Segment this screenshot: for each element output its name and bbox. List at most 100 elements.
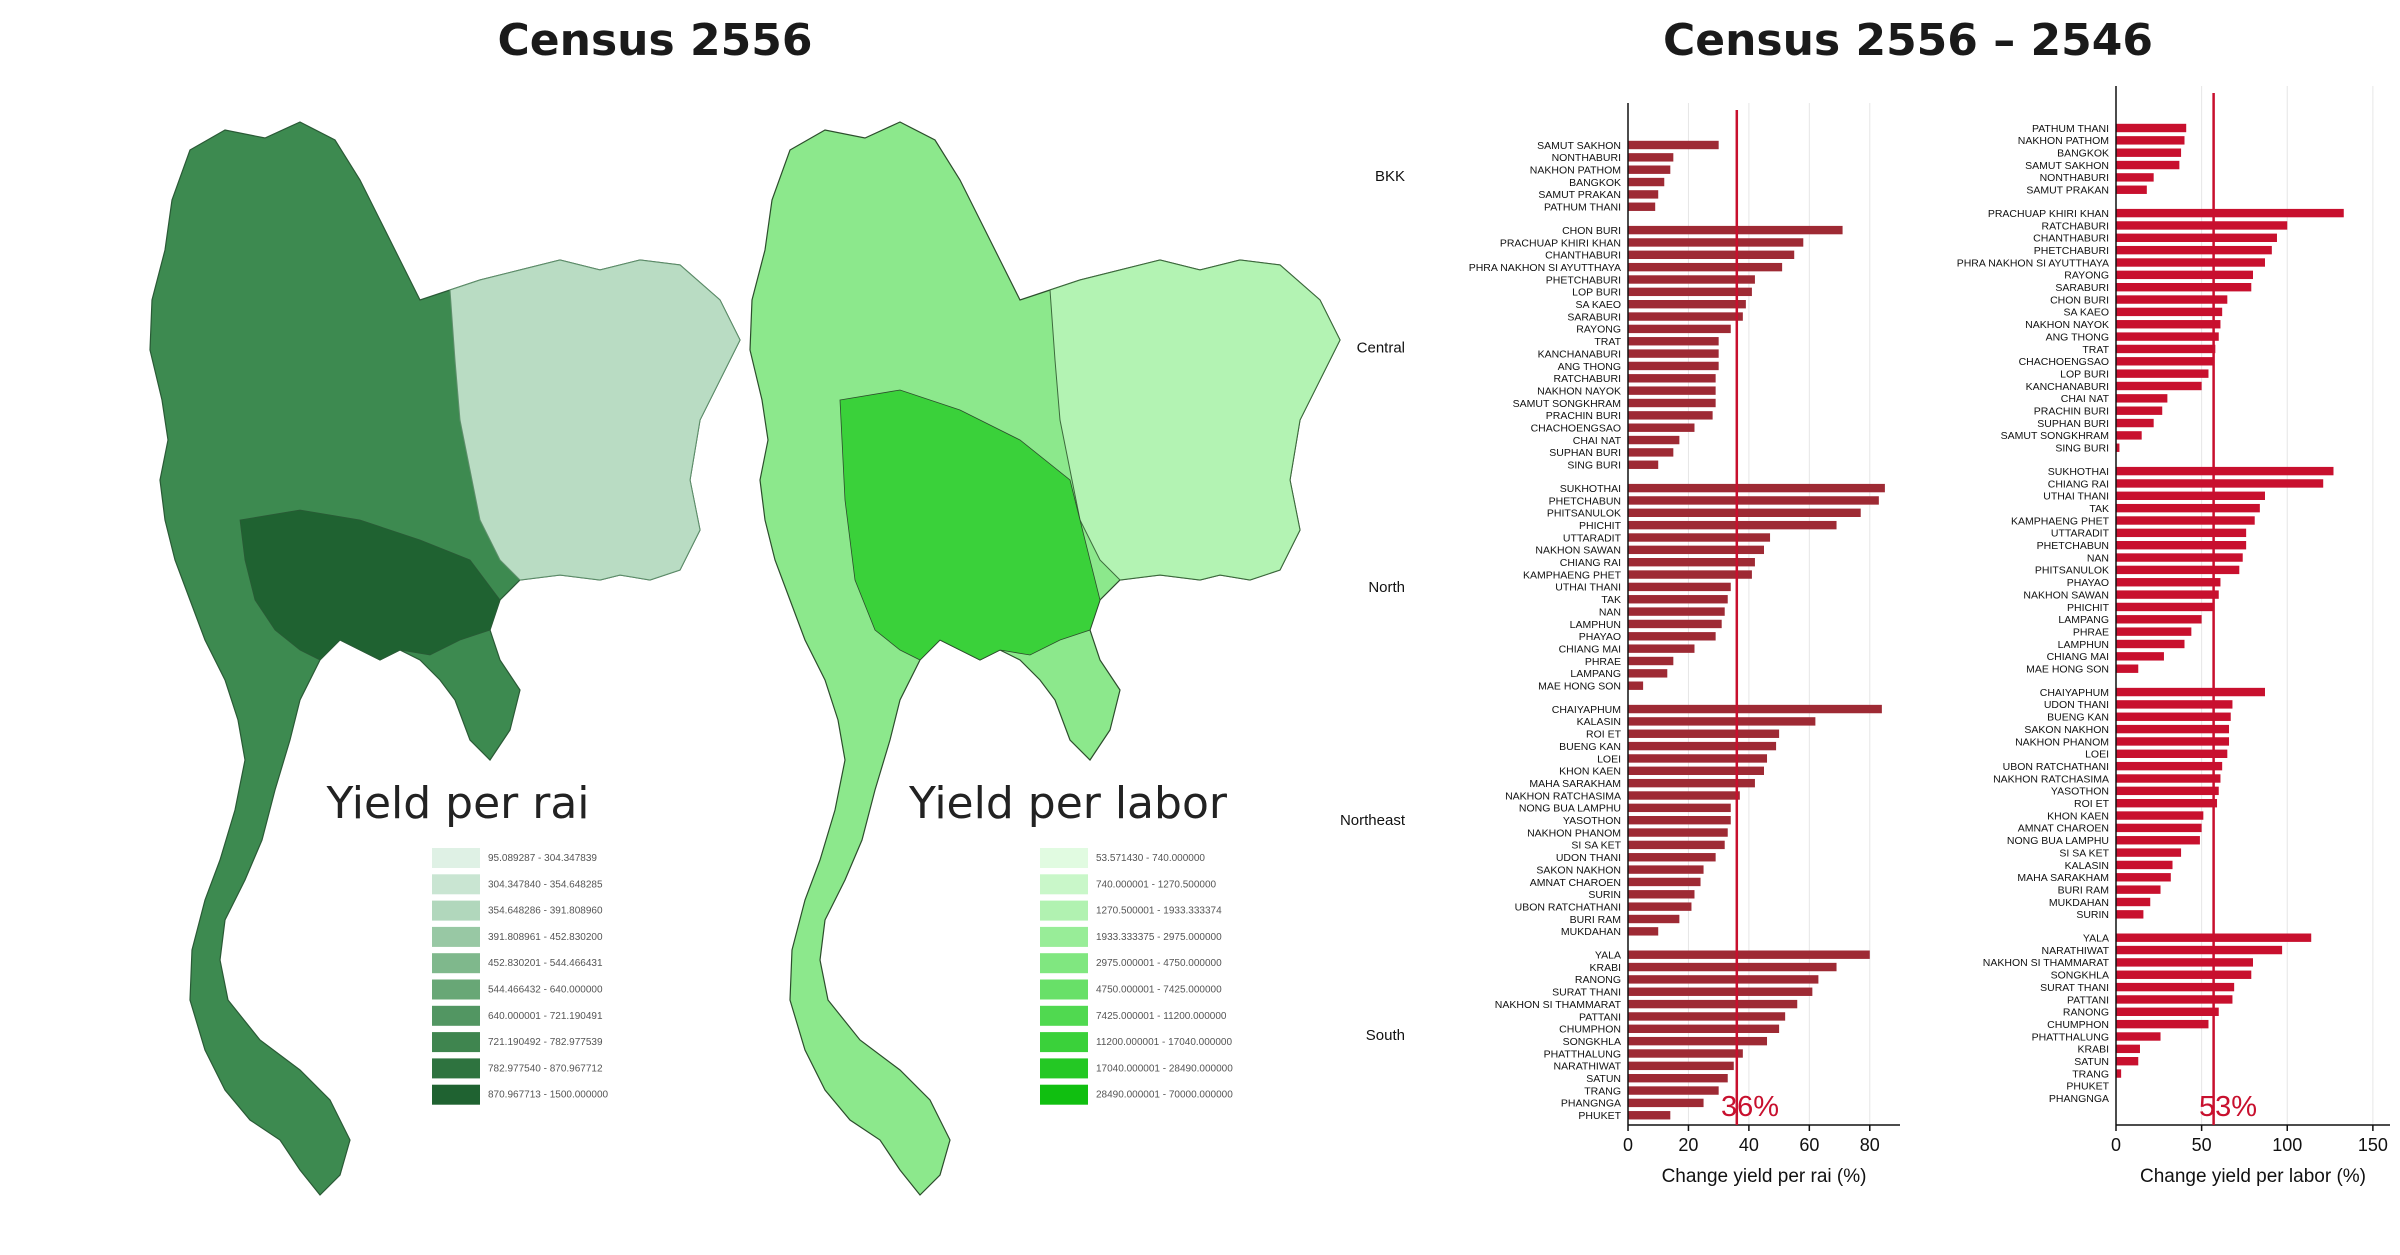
category-label: KAMPHAENG PHET (1523, 569, 1622, 581)
category-label: CHON BURI (2050, 294, 2109, 306)
bar (1628, 902, 1692, 911)
map-yield-per-rai: Yield per rai 95.089287 - 304.347839 304.… (149, 121, 741, 1196)
bar (1628, 582, 1731, 592)
bar (2116, 406, 2163, 415)
category-label: TRANG (2072, 1068, 2109, 1080)
category-label: SUKHOTHAI (1560, 483, 1621, 495)
category-label: PATTANI (2067, 994, 2109, 1006)
bar (1628, 287, 1752, 297)
bar (1628, 840, 1725, 850)
legend-swatch (1040, 848, 1088, 868)
bar (2116, 270, 2253, 280)
bar (2116, 995, 2233, 1004)
category-label: NARATHIWAT (2042, 945, 2110, 957)
bar (1628, 704, 1882, 714)
category-label: PHATTHALUNG (2032, 1031, 2109, 1043)
category-label: MUKDAHAN (1561, 926, 1621, 938)
bar (2116, 578, 2221, 587)
bar (2116, 136, 2185, 145)
bar (2116, 836, 2200, 845)
category-label: KAMPHAENG PHET (2011, 515, 2110, 527)
bar (2116, 221, 2288, 230)
bar (1628, 202, 1656, 211)
central-region-labor (839, 389, 1101, 661)
bar (2116, 615, 2202, 624)
bar (2116, 970, 2252, 979)
bar (1628, 423, 1695, 432)
category-label: MAE HONG SON (1538, 681, 1621, 693)
category-label: NAKHON SAWAN (1535, 545, 1621, 557)
category-label: NAKHON PATHOM (2018, 135, 2109, 147)
category-label: NAKHON PHANOM (2015, 736, 2109, 748)
bar (1628, 570, 1752, 579)
bar (1628, 791, 1740, 800)
bar (1628, 1049, 1743, 1058)
bar (1628, 828, 1728, 837)
bar (2116, 245, 2272, 255)
category-label: SONGKHLA (2051, 970, 2109, 982)
category-label: PHRA NAKHON SI AYUTTHAYA (1469, 262, 1621, 274)
category-label: CHIANG MAI (1559, 643, 1621, 655)
category-label: MAHA SARAKHAM (1529, 778, 1621, 790)
legend-swatch (432, 1084, 480, 1105)
heading-right: Census 2556 – 2546 (1663, 15, 2153, 66)
bar (2116, 185, 2147, 194)
legend-label: 1270.500001 - 1933.333374 (1096, 906, 1222, 917)
bar (2116, 737, 2230, 746)
map-title-rai: Yield per rai (325, 778, 589, 829)
category-label: CHON BURI (1562, 225, 1621, 237)
legend-swatch (1040, 1005, 1088, 1026)
category-label: AMNAT CHAROEN (1530, 877, 1621, 889)
category-label: YALA (1595, 950, 1621, 962)
category-label: SA KAEO (2063, 307, 2109, 319)
category-label: CHAI NAT (1573, 435, 1622, 447)
bar (2116, 724, 2230, 734)
bar (2116, 369, 2209, 378)
category-label: BANGKOK (1569, 177, 1621, 189)
bar (2116, 1019, 2209, 1029)
bar (2116, 700, 2233, 709)
category-label: CHUMPHON (2047, 1019, 2109, 1031)
bar (2116, 799, 2218, 808)
category-label: SAMUT SAKHON (1537, 140, 1621, 152)
category-label: SI SA KET (1571, 840, 1621, 852)
bar (2116, 958, 2253, 967)
category-label: SI SA KET (2059, 847, 2109, 859)
category-label: SARABURI (1567, 311, 1621, 323)
category-label: LOEI (2085, 749, 2109, 761)
bar (1628, 1111, 1671, 1120)
bar (1628, 460, 1659, 469)
legend-swatch (432, 848, 480, 868)
legend-swatch (432, 900, 480, 921)
bar (1628, 361, 1719, 371)
category-label: UTTARADIT (1563, 532, 1622, 544)
category-label: NAKHON NAYOK (2025, 319, 2109, 331)
category-label: RATCHABURI (1554, 373, 1621, 385)
legend-swatch (432, 979, 480, 1000)
category-label: KHON KAEN (1559, 766, 1621, 778)
bar (2116, 1057, 2139, 1066)
bar (1628, 803, 1731, 813)
category-label: KANCHANABURI (1538, 348, 1621, 360)
category-label: NAKHON PATHOM (1530, 165, 1621, 177)
category-label: SAMUT SAKHON (2025, 160, 2109, 172)
northeast-region-rai (449, 259, 741, 581)
category-label: SATUN (2074, 1056, 2109, 1068)
bar (2116, 123, 2187, 133)
bar (1628, 632, 1716, 641)
bar (1628, 448, 1674, 457)
category-label: PHETCHABUN (1549, 495, 1621, 507)
legend-swatch (1040, 1032, 1088, 1053)
category-label: BUENG KAN (2047, 712, 2109, 724)
x-tick-label: 40 (1739, 1135, 1759, 1155)
bar (2116, 565, 2240, 575)
region-label: South (1366, 1027, 1405, 1044)
bar (1628, 508, 1861, 517)
bar (2116, 258, 2265, 267)
category-label: CHIANG RAI (2048, 478, 2109, 490)
category-label: PATTANI (1579, 1011, 1621, 1023)
legend-swatch (432, 953, 480, 974)
central-region-rai (239, 509, 501, 661)
category-label: PHAYAO (1579, 631, 1621, 643)
